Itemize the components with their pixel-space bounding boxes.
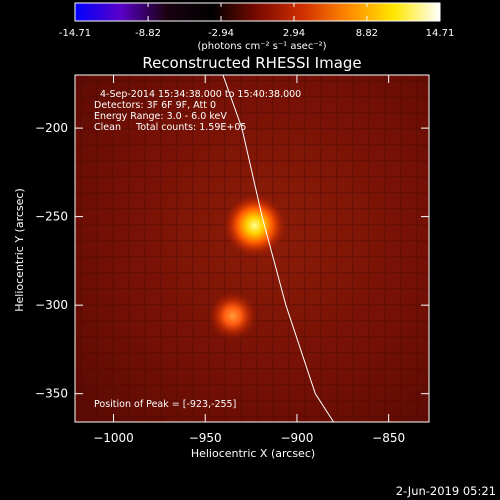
x-tick-label: −900 (280, 431, 313, 445)
colorbar-tick-label: -8.82 (135, 28, 161, 39)
colorbar-tick-label: -14.71 (59, 28, 91, 39)
x-axis-label: Heliocentric X (arcsec) (191, 447, 315, 460)
colorbar-tick-label: 14.71 (426, 28, 455, 39)
axis-ticks: −1000 −950 −900 −850 −200 −250 −300 −350 (35, 75, 429, 445)
hxr-source (222, 193, 287, 258)
y-axis-label: Heliocentric Y (arcsec) (13, 188, 26, 312)
plot-area (75, 75, 429, 422)
colorbar-tick-label: -2.94 (208, 28, 234, 39)
y-tick-label: −300 (35, 298, 68, 312)
chart-title: Reconstructed RHESSI Image (142, 54, 361, 72)
hxr-source (207, 290, 258, 341)
energy-range-annotation: Energy Range: 3.0 - 6.0 keV (94, 111, 227, 122)
clean-total-counts-annotation: Clean Total counts: 1.59E+05 (94, 122, 246, 133)
peak-position-annotation: Position of Peak = [-923,-255] (94, 399, 236, 410)
x-tick-label: −850 (372, 431, 405, 445)
x-tick-label: −1000 (93, 431, 134, 445)
solar-limb-curve (222, 75, 335, 422)
y-tick-label: −200 (35, 121, 68, 135)
time-range-annotation: 4-Sep-2014 15:34:38.000 to 15:40:38.000 (100, 89, 301, 100)
colorbar-tick-label: 2.94 (283, 28, 305, 39)
x-tick-label: −950 (189, 431, 222, 445)
colorbar (74, 2, 441, 22)
y-tick-label: −250 (35, 210, 68, 224)
plot-frame (74, 74, 430, 423)
detectors-annotation: Detectors: 3F 6F 9F, Att 0 (94, 100, 216, 111)
colorbar-tick-label: 8.82 (356, 28, 378, 39)
plot-date: 2-Jun-2019 05:21 (396, 484, 496, 498)
colorbar-units-label: (photons cm⁻² s⁻¹ asec⁻²) (197, 41, 326, 52)
colorbar-ticks: -14.71 -8.82 -2.94 2.94 8.82 14.71 (59, 3, 454, 39)
y-tick-label: −350 (35, 387, 68, 401)
